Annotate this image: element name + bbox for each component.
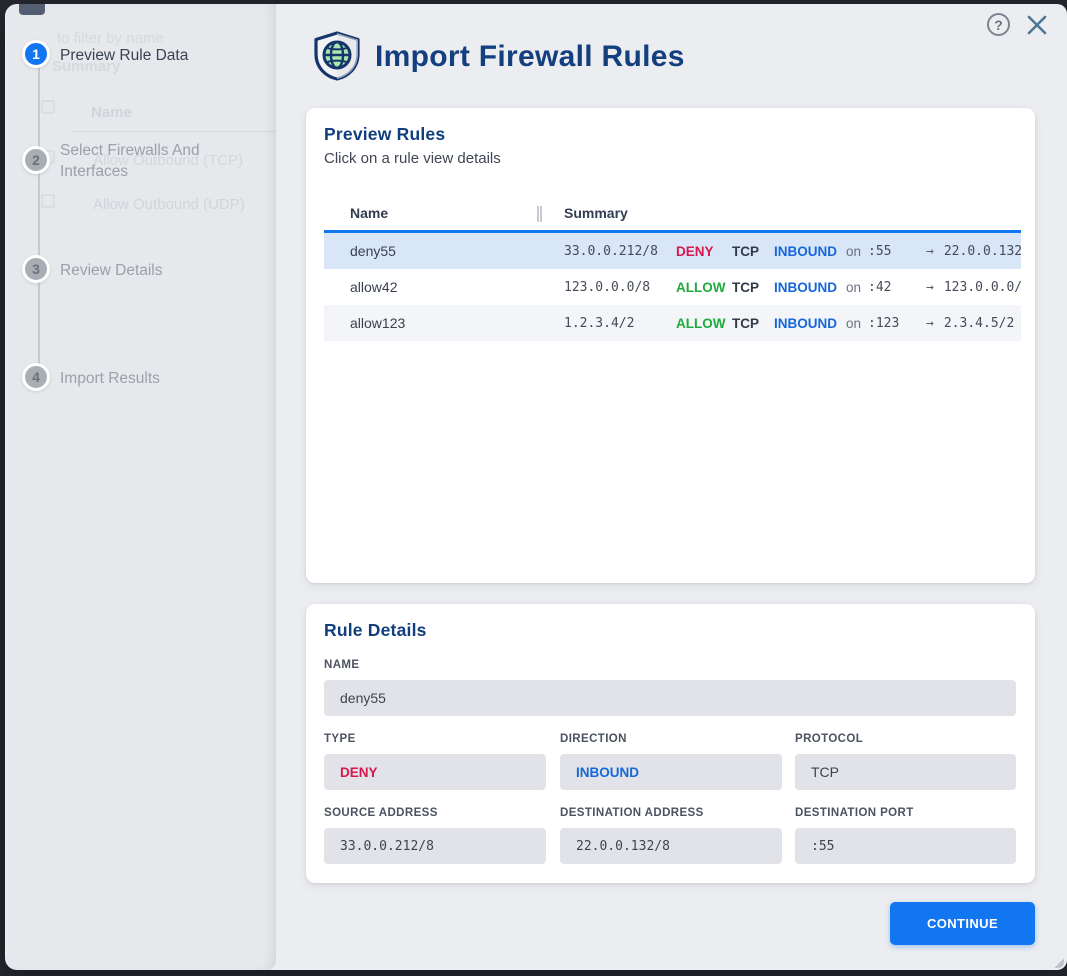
name-field: deny55	[324, 680, 1016, 716]
column-header-summary[interactable]: Summary	[564, 205, 628, 221]
background-ghost-checkbox	[41, 194, 55, 208]
rule-destination: 123.0.0.0/8	[943, 279, 1021, 295]
background-ghost-text: Allow Outbound (UDP)	[93, 196, 245, 213]
step-label: Select Firewalls And Interfaces	[60, 142, 200, 180]
rule-source: 123.0.0.0/8	[564, 279, 651, 295]
source-address-field-label: SOURCE ADDRESS	[324, 807, 438, 819]
background-ghost-text: Allow Outbound (TCP)	[93, 152, 244, 169]
rule-row-deny55[interactable]: deny55 33.0.0.212/8 DENY TCP INBOUND on …	[324, 233, 1021, 269]
background-ghost-text: Summary	[52, 58, 121, 75]
stepper-sidebar: to filter by name Summary Name Allow Out…	[7, 4, 276, 970]
background-ghost-divider	[71, 131, 276, 132]
rule-direction: INBOUND	[774, 243, 837, 259]
step-label: Import Results	[60, 370, 160, 387]
step-number-badge: 4	[22, 363, 50, 391]
help-glyph: ?	[994, 16, 1003, 33]
preview-rules-title: Preview Rules	[324, 124, 446, 144]
rule-port: :55	[868, 243, 892, 259]
stepper-step-preview-rule-data[interactable]: 1 Preview Rule Data	[22, 40, 188, 68]
rule-row-allow42[interactable]: allow42 123.0.0.0/8 ALLOW TCP INBOUND on…	[324, 269, 1021, 305]
rule-on-word: on	[846, 315, 862, 331]
resize-grip[interactable]	[1053, 957, 1064, 968]
type-field: DENY	[324, 754, 546, 790]
stepper-step-review-details[interactable]: 3 Review Details	[22, 255, 163, 283]
name-field-label: NAME	[324, 659, 360, 671]
protocol-field: TCP	[795, 754, 1016, 790]
rule-direction: INBOUND	[774, 315, 837, 331]
rule-port: :42	[868, 279, 892, 295]
direction-field-label: DIRECTION	[560, 733, 627, 745]
protocol-field-label: PROTOCOL	[795, 733, 864, 745]
rule-name-cell: allow42	[350, 279, 398, 295]
column-resize-handle[interactable]	[537, 206, 542, 222]
rule-summary-cell: 1.2.3.4/2 ALLOW TCP INBOUND on :123 → 2.…	[564, 316, 1021, 331]
rule-summary-cell: 123.0.0.0/8 ALLOW TCP INBOUND on :42 → 1…	[564, 280, 1021, 295]
dialog-title: Import Firewall Rules	[375, 40, 685, 73]
shield-globe-icon	[314, 31, 360, 81]
destination-port-field: :55	[795, 828, 1016, 864]
arrow-right-icon: →	[926, 279, 934, 295]
step-number-badge: 2	[22, 146, 50, 174]
preview-rules-subtitle: Click on a rule view details	[324, 150, 501, 167]
import-firewall-rules-dialog: Import Firewall Rules ? to filter by nam…	[5, 4, 1067, 970]
rule-source: 33.0.0.212/8	[564, 243, 658, 259]
help-icon[interactable]: ?	[987, 13, 1010, 36]
rule-summary-cell: 33.0.0.212/8 DENY TCP INBOUND on :55 → 2…	[564, 244, 1021, 259]
rule-name-cell: allow123	[350, 315, 406, 331]
type-field-label: TYPE	[324, 733, 356, 745]
step-label: Preview Rule Data	[60, 47, 189, 64]
rule-direction: INBOUND	[774, 279, 837, 295]
rule-destination: 2.3.4.5/2	[943, 315, 1015, 331]
rule-destination: 22.0.0.132/8	[943, 243, 1021, 259]
background-ghost-text: Name	[91, 104, 132, 121]
rule-details-title: Rule Details	[324, 620, 427, 640]
close-icon[interactable]	[1025, 13, 1049, 37]
rule-protocol: TCP	[732, 243, 759, 259]
column-header-name[interactable]: Name	[350, 205, 389, 221]
destination-port-field-label: DESTINATION PORT	[795, 807, 914, 819]
arrow-right-icon: →	[926, 243, 934, 259]
background-ghost-text: to filter by name	[57, 30, 164, 47]
stepper-connector-line	[38, 57, 40, 380]
rule-port: :123	[868, 315, 900, 331]
step-number-badge: 3	[22, 255, 50, 283]
step-number-badge: 1	[22, 40, 50, 68]
background-ghost-checkbox	[41, 100, 55, 114]
rule-protocol: TCP	[732, 315, 759, 331]
rule-on-word: on	[846, 279, 862, 295]
arrow-right-icon: →	[926, 315, 934, 331]
rule-protocol: TCP	[732, 279, 759, 295]
rule-action-badge: DENY	[676, 243, 714, 259]
direction-field: INBOUND	[560, 754, 782, 790]
stepper-step-import-results[interactable]: 4 Import Results	[22, 363, 160, 391]
rules-table: Name Summary deny55 33.0.0.212/8 DENY TC…	[324, 196, 1021, 341]
source-address-field: 33.0.0.212/8	[324, 828, 546, 864]
rule-action-badge: ALLOW	[676, 279, 726, 295]
rule-source: 1.2.3.4/2	[564, 315, 635, 331]
dialog-header: Import Firewall Rules ?	[276, 4, 1067, 100]
rule-row-allow123[interactable]: allow123 1.2.3.4/2 ALLOW TCP INBOUND on …	[324, 305, 1021, 341]
rule-details-card: Rule Details NAME deny55 TYPE DENY DIREC…	[306, 604, 1035, 883]
destination-address-field-label: DESTINATION ADDRESS	[560, 807, 704, 819]
rule-on-word: on	[846, 243, 862, 259]
background-ghost-tab	[19, 4, 45, 15]
continue-button[interactable]: CONTINUE	[890, 902, 1035, 945]
destination-address-field: 22.0.0.132/8	[560, 828, 782, 864]
preview-rules-card: Preview Rules Click on a rule view detai…	[306, 108, 1035, 583]
rule-action-badge: ALLOW	[676, 315, 726, 331]
rules-table-header: Name Summary	[324, 196, 1021, 233]
stepper-step-select-firewalls[interactable]: 2 Select Firewalls And Interfaces	[22, 142, 200, 180]
rule-name-cell: deny55	[350, 243, 396, 259]
step-label: Review Details	[60, 262, 163, 279]
